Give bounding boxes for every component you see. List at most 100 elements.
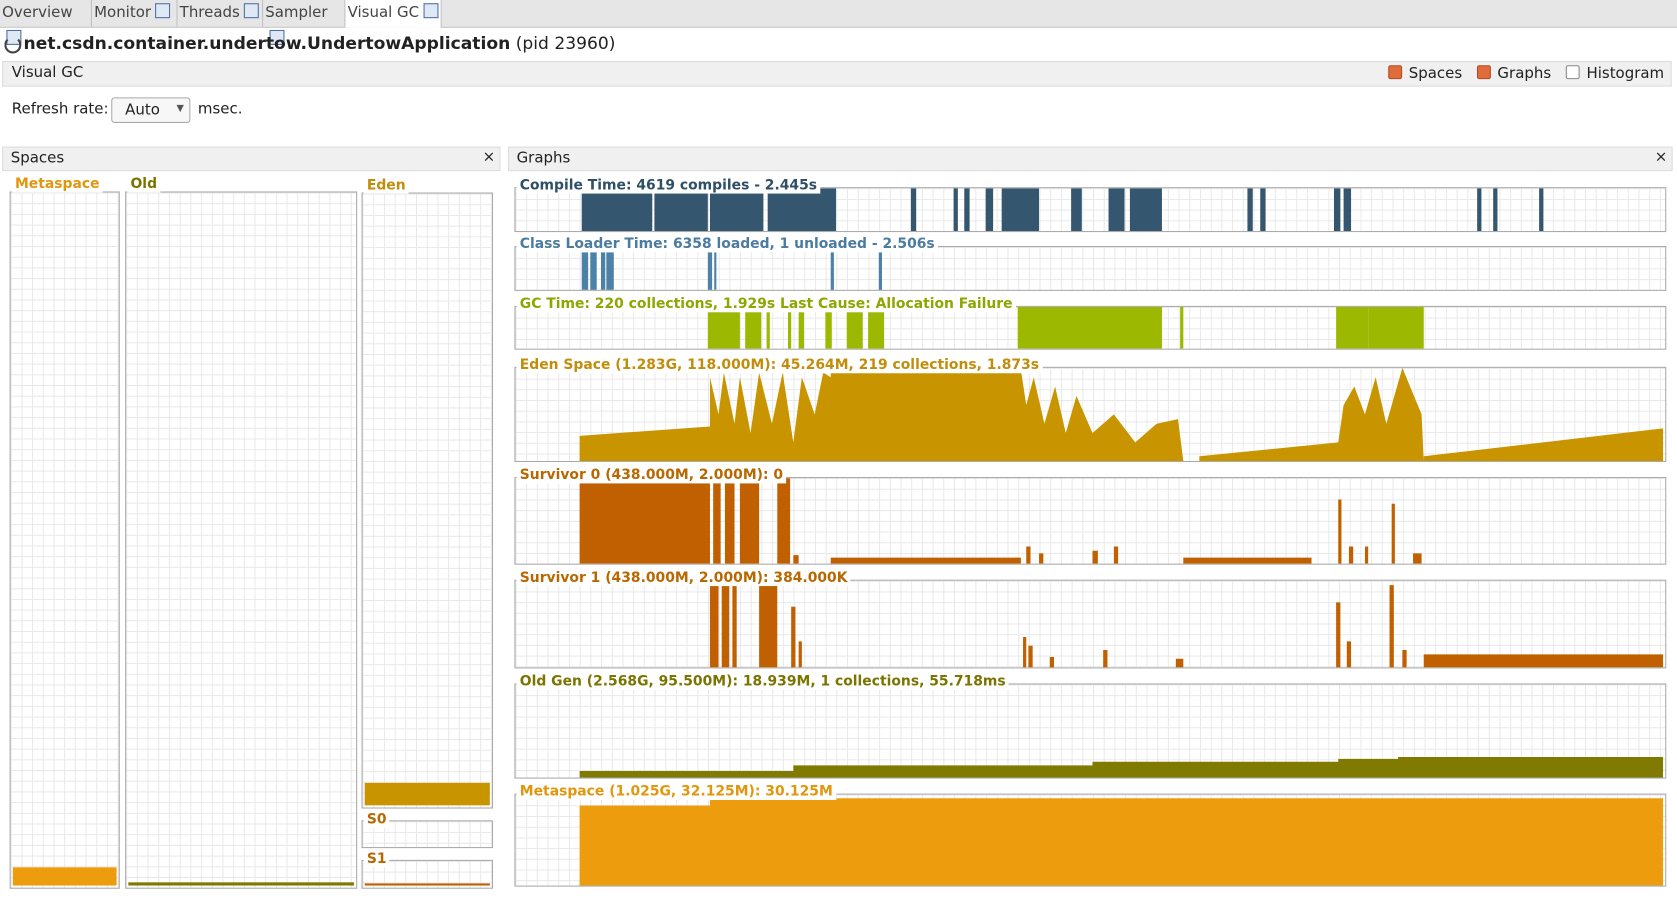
refresh-label: Refresh rate: <box>11 100 109 118</box>
eden-label: Eden <box>363 178 409 194</box>
tab-icon <box>423 3 439 19</box>
tab[interactable]: Overview <box>0 0 92 45</box>
graph-fill <box>579 478 710 564</box>
graph-fill <box>1180 306 1184 349</box>
checkbox-option[interactable]: Histogram <box>1566 65 1664 82</box>
graph-fill <box>1402 650 1407 668</box>
spinner-icon <box>4 36 22 54</box>
graph-fill <box>825 306 832 349</box>
graph-plot <box>579 798 1664 886</box>
graph-fill <box>1260 188 1266 232</box>
graph-fill <box>1092 306 1162 349</box>
graph-title: Class Loader Time: 6358 loaded, 1 unload… <box>516 237 938 253</box>
checkbox-option[interactable]: Graphs <box>1477 65 1551 82</box>
graph-fill <box>1389 585 1394 668</box>
graph-title: Compile Time: 4619 compiles - 2.445s <box>516 178 821 194</box>
graph-fill <box>1343 188 1352 232</box>
close-button[interactable]: × <box>1654 148 1668 166</box>
graph-fill <box>606 247 614 290</box>
graph-box <box>514 305 1667 350</box>
graph-plot <box>581 188 1544 232</box>
refresh-select[interactable]: Auto ▼ <box>111 97 191 123</box>
graph-fill <box>1183 557 1312 564</box>
graph-fill <box>1039 553 1044 564</box>
graph-box <box>514 476 1667 565</box>
graph-title: Old Gen (2.568G, 95.500M): 18.939M, 1 co… <box>516 674 1009 690</box>
graph-fill <box>830 557 1021 564</box>
old-box <box>125 191 358 889</box>
graph-fill <box>1333 188 1341 232</box>
graph-fill <box>709 188 764 232</box>
tab-label: Visual GC <box>347 4 420 22</box>
dropdown-arrow: ▼ <box>176 103 184 115</box>
graph-box <box>514 793 1667 887</box>
graph-fill <box>714 247 717 290</box>
eden-fill <box>364 782 490 806</box>
graph-fill <box>1108 188 1125 232</box>
graph-fill <box>1348 546 1354 564</box>
graph-fill <box>1129 188 1162 232</box>
graph-fill <box>1247 188 1253 232</box>
graph-title: Eden Space (1.283G, 118.000M): 45.264M, … <box>516 358 1043 374</box>
s0-label: S0 <box>363 812 390 828</box>
tab[interactable]: Sampler <box>263 0 346 45</box>
graphs-header: Graphs × <box>508 146 1673 172</box>
graphs-title: Graphs <box>516 149 571 167</box>
graph-fill <box>1493 188 1498 232</box>
eden-box <box>361 192 494 809</box>
graph-fill <box>1346 641 1352 668</box>
graph-fill <box>846 306 863 349</box>
tab-icon <box>269 29 285 45</box>
s1-fill <box>364 883 490 886</box>
tab-bar: Overview Monitor Threads Sampler Visual GC <box>0 0 1677 45</box>
graph-fill <box>581 247 589 290</box>
graph-fill <box>1336 306 1369 349</box>
tab-icon <box>244 3 260 19</box>
graph-fill <box>745 306 762 349</box>
graph-fill <box>579 798 1664 886</box>
graph-fill <box>964 188 970 232</box>
graph-fill <box>1364 546 1369 564</box>
graph-fill <box>1336 602 1341 668</box>
graph-fill <box>953 188 958 232</box>
graph-fill <box>777 478 791 564</box>
graph-box <box>514 579 1667 669</box>
refresh-unit: msec. <box>197 100 243 118</box>
graph-title: Survivor 1 (438.000M, 2.000M): 384.000K <box>516 571 851 587</box>
graph-fill <box>707 306 740 349</box>
graph-plot <box>581 247 882 290</box>
metaspace-label: Metaspace <box>11 177 103 193</box>
graph-fill <box>721 580 730 668</box>
refresh-value: Auto <box>125 101 160 119</box>
close-button[interactable]: × <box>482 148 496 166</box>
app-pid: (pid 23960) <box>515 33 616 54</box>
graph-fill <box>830 247 834 290</box>
graph-fill <box>579 367 1664 461</box>
toolbar-options: Spaces Graphs Histogram <box>1373 65 1664 82</box>
graph-fill <box>590 247 597 290</box>
graph-fill <box>707 247 713 290</box>
tab-label: Threads <box>179 4 240 22</box>
toolbar-title: Visual GC <box>11 64 84 82</box>
graph-fill <box>1092 550 1098 564</box>
tab[interactable]: Visual GC <box>345 0 442 28</box>
graph-fill <box>581 188 653 232</box>
graph-fill <box>878 247 882 290</box>
graph-box <box>514 187 1667 233</box>
tab[interactable]: Threads <box>178 0 264 27</box>
checkbox-label: Graphs <box>1497 65 1552 83</box>
tab[interactable]: Monitor <box>92 0 178 27</box>
graph-fill <box>709 580 719 668</box>
checkbox-option[interactable]: Spaces <box>1388 65 1462 82</box>
graph-title: Survivor 0 (438.000M, 2.000M): 0 <box>516 468 787 484</box>
graph-fill <box>868 306 885 349</box>
toolbar: Visual GC Spaces Graphs Histogram <box>2 60 1672 87</box>
graph-fill <box>1539 188 1544 232</box>
checkbox <box>1388 65 1403 80</box>
checkbox-label: Spaces <box>1408 65 1463 83</box>
app-name: net.csdn.container.undertow.UndertowAppl… <box>23 33 511 54</box>
graph-plot <box>709 580 1664 668</box>
old-fill <box>128 882 355 886</box>
graph-fill <box>1017 306 1093 349</box>
